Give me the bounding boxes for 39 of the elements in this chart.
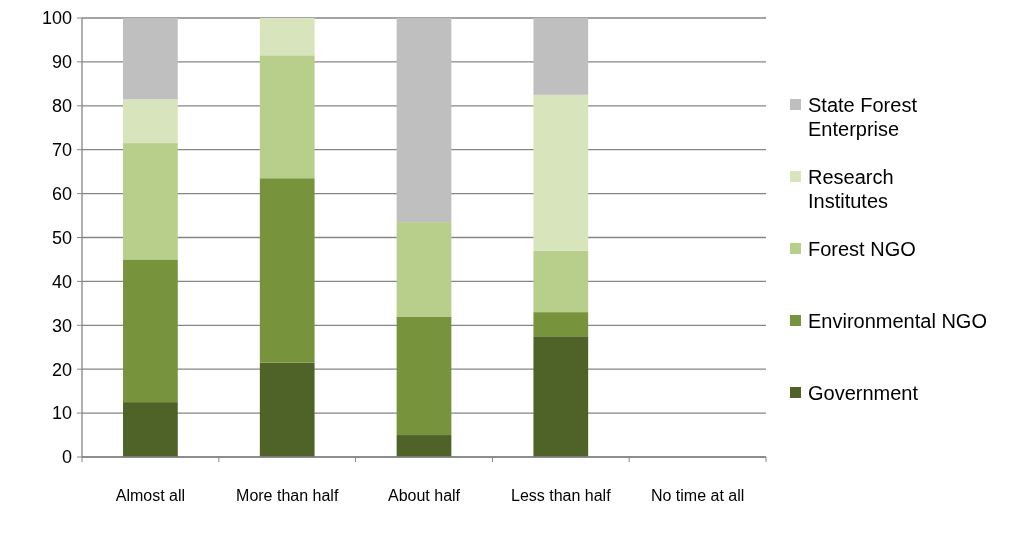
bar <box>123 99 178 144</box>
y-tick-label: 80 <box>51 96 72 117</box>
bar <box>396 316 452 436</box>
bar <box>396 435 452 457</box>
bar <box>259 18 315 56</box>
x-tick-label: Less than half <box>510 487 612 504</box>
x-tick-label: About half <box>387 487 461 504</box>
legend-label: Forest NGO <box>808 238 916 260</box>
bar <box>123 259 178 403</box>
legend-label: State Forest Enterprise <box>808 94 918 140</box>
y-tick-label: 60 <box>51 183 72 204</box>
legend-label: Government <box>808 382 919 404</box>
y-tick-label: 10 <box>51 403 72 424</box>
bar <box>259 362 315 457</box>
bar <box>396 222 452 317</box>
y-tick-label: 40 <box>51 271 72 292</box>
y-tick-label: 20 <box>51 359 72 380</box>
y-tick-label: 0 <box>61 447 72 468</box>
bar <box>533 312 589 337</box>
y-tick-label: 100 <box>41 8 72 29</box>
legend-label: Environmental NGO <box>808 310 987 332</box>
bar <box>533 94 589 251</box>
bar <box>259 55 315 179</box>
bar <box>533 336 589 457</box>
bar <box>123 402 178 457</box>
y-tick-label: 90 <box>51 52 72 73</box>
y-tick-label: 50 <box>51 227 72 248</box>
x-tick-label: Almost all <box>115 487 186 504</box>
bar <box>533 250 589 313</box>
x-tick-label: More than half <box>236 487 339 504</box>
bar <box>123 143 178 260</box>
bar <box>259 178 315 363</box>
bar <box>396 18 452 223</box>
x-tick-label: No time at all <box>650 487 745 504</box>
y-tick-label: 70 <box>51 140 72 160</box>
bar <box>123 18 178 100</box>
legend-label: Research Institutes <box>808 166 894 212</box>
y-tick-label: 30 <box>51 315 72 336</box>
bar <box>533 18 589 95</box>
